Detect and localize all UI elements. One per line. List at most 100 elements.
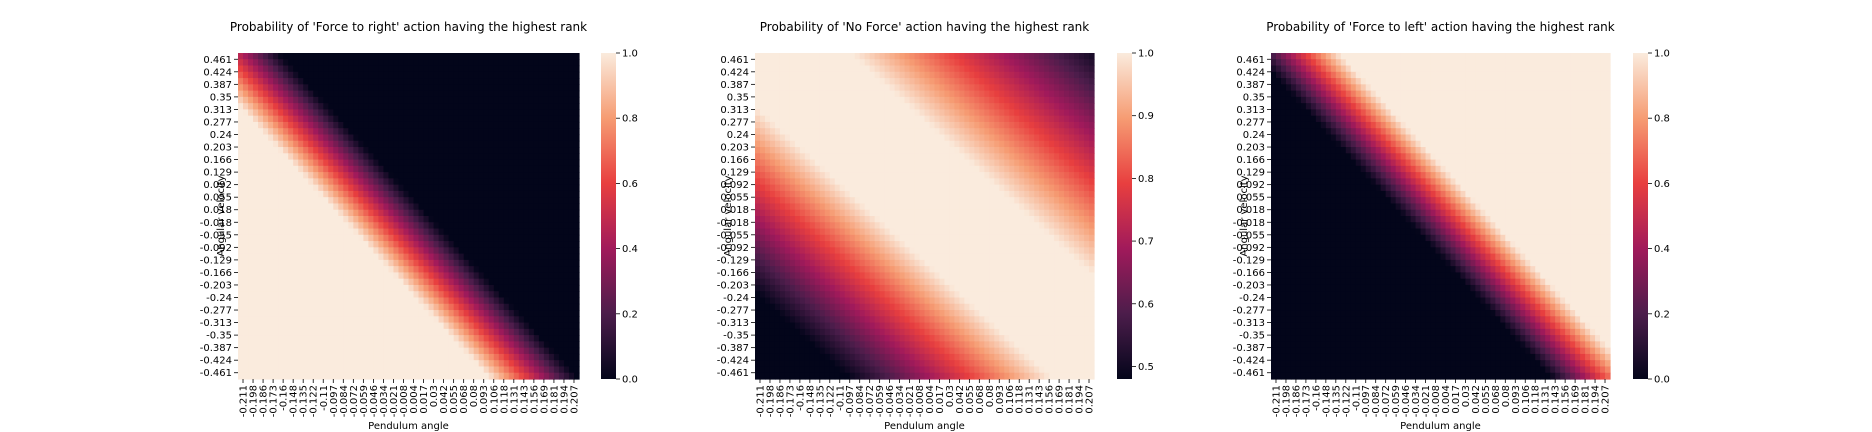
heatmap-cell [869,147,876,154]
heatmap-cell [328,347,334,355]
heatmap-cell [1049,78,1055,85]
heatmap-cell [553,165,560,173]
heatmap-cell [278,172,284,179]
heatmap-cell [283,341,289,349]
heatmap-cell [453,228,460,236]
heatmap-cell [533,353,540,361]
heatmap-cell [528,360,535,368]
heatmap-cell [323,65,329,73]
heatmap-cell [939,128,946,136]
heatmap-cell [323,216,329,223]
heatmap-cell [438,234,445,242]
heatmap-cell [433,59,440,67]
heatmap-cell [273,147,279,154]
heatmap-cell [238,216,244,223]
heatmap-cell [909,65,916,73]
heatmap-cell [378,241,385,248]
heatmap-cell [453,310,460,317]
heatmap-cell [318,209,324,217]
x-tick-label: 0.143 [519,385,530,414]
heatmap-cell [949,165,956,173]
heatmap-cell [243,203,249,211]
heatmap-cell [543,335,550,342]
heatmap-cell [543,322,550,330]
heatmap-cell [854,59,861,67]
heatmap-cell [523,328,530,336]
heatmap-cell [443,353,450,361]
heatmap-cell [478,153,485,161]
heatmap-cell [769,109,776,117]
heatmap-cell [263,84,269,92]
heatmap-cell [433,347,440,355]
heatmap-cell [393,96,400,104]
heatmap-cell [518,291,525,299]
heatmap-cell [423,310,430,317]
heatmap-cell [238,360,244,368]
heatmap-cell [368,266,374,274]
heatmap-cell [929,78,936,85]
heatmap-cell [478,109,485,117]
heatmap-cell [548,59,555,67]
x-tick-label: -0.173 [269,385,280,417]
heatmap-cell [979,134,985,142]
heatmap-cell [533,103,540,111]
y-tick-label: 0.313 [203,105,232,116]
heatmap-cell [829,140,836,148]
heatmap-cell [755,128,761,136]
heatmap-cell [558,78,565,85]
heatmap-cell [488,84,495,92]
heatmap-cell [458,90,465,98]
heatmap-cell [273,159,279,167]
heatmap-cell [298,115,304,123]
heatmap-cell [548,53,555,60]
heatmap-cell [243,65,249,73]
heatmap-cell [774,65,781,73]
heatmap-cell [238,272,244,280]
heatmap-cell [543,284,550,292]
heatmap-cell [483,241,490,248]
heatmap-cell [819,103,826,111]
heatmap-cell [358,328,364,336]
heatmap-cell [989,140,995,148]
heatmap-cell [503,109,510,117]
heatmap-cell [513,128,520,136]
heatmap-cell [363,190,369,198]
heatmap-cell [408,272,415,280]
heatmap-cell [543,121,550,129]
heatmap-cell [1044,71,1050,79]
heatmap-cell [333,140,339,148]
heatmap-cell [273,121,279,129]
heatmap-cell [1079,165,1085,173]
heatmap-cell [769,121,776,129]
heatmap-cell [303,84,309,92]
heatmap-cell [398,197,405,205]
heatmap-cell [293,96,299,104]
heatmap-cell [393,153,400,161]
heatmap-cell [458,228,465,236]
heatmap-cell [1029,78,1035,85]
heatmap-cell [1024,140,1030,148]
heatmap-cell [1059,96,1065,104]
heatmap-cell [408,78,415,85]
heatmap-cell [1054,84,1060,92]
heatmap-cell [418,159,425,167]
heatmap-cell [293,190,299,198]
heatmap-cell [393,216,400,223]
heatmap-cell [755,159,761,167]
heatmap-cell [358,71,364,79]
heatmap-cell [473,165,480,173]
heatmap-cell [428,128,435,136]
heatmap-cell [919,109,926,117]
heatmap-cell [243,316,249,324]
heatmap-cell [438,241,445,248]
heatmap-cell [528,96,535,104]
heatmap-cell [348,253,354,261]
heatmap-cell [433,247,440,255]
heatmap-cell [573,216,580,223]
heatmap-cell [428,291,435,299]
heatmap-cell [353,172,359,179]
heatmap-cell [348,203,354,211]
heatmap-cell [483,172,490,179]
y-tick-label: -0.277 [200,306,232,317]
heatmap-cell [248,360,254,368]
